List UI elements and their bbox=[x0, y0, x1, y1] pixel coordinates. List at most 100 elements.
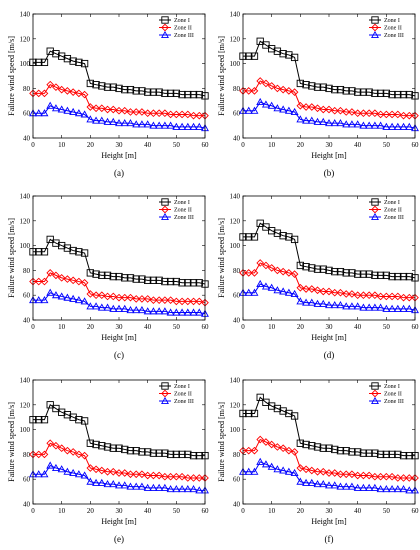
data-point bbox=[325, 481, 333, 489]
data-point bbox=[149, 307, 158, 315]
data-point bbox=[103, 443, 112, 451]
data-point bbox=[120, 106, 129, 115]
data-point bbox=[394, 272, 402, 281]
y-tick-label: 80 bbox=[23, 267, 31, 275]
data-point bbox=[80, 278, 89, 287]
y-tick-label: 60 bbox=[233, 110, 241, 118]
y-tick-label: 40 bbox=[233, 317, 241, 325]
data-point bbox=[393, 122, 402, 130]
x-tick-label: 50 bbox=[383, 141, 391, 149]
data-point bbox=[189, 111, 198, 120]
data-point bbox=[86, 269, 94, 277]
legend-marker bbox=[161, 396, 169, 405]
data-point bbox=[279, 50, 287, 58]
data-point bbox=[34, 89, 43, 98]
x-tick-label: 50 bbox=[173, 507, 181, 515]
data-point bbox=[244, 288, 253, 296]
data-point bbox=[370, 121, 379, 129]
data-point bbox=[195, 451, 203, 460]
data-point bbox=[178, 297, 186, 306]
data-point bbox=[371, 291, 379, 300]
data-point bbox=[115, 481, 123, 489]
data-point bbox=[115, 293, 123, 302]
data-point bbox=[183, 122, 192, 130]
data-point bbox=[342, 120, 351, 128]
data-point bbox=[115, 444, 123, 452]
data-point bbox=[120, 118, 129, 127]
data-point bbox=[144, 276, 152, 284]
data-point bbox=[284, 288, 293, 296]
x-tick-label: 60 bbox=[412, 323, 420, 331]
data-point bbox=[138, 108, 146, 116]
data-point bbox=[172, 450, 180, 459]
data-point bbox=[86, 79, 94, 88]
legend-label: Zone I bbox=[384, 18, 400, 24]
data-point bbox=[388, 472, 396, 481]
data-point bbox=[365, 121, 374, 129]
legend-marker bbox=[161, 382, 169, 390]
data-point bbox=[279, 85, 287, 94]
y-tick-label: 80 bbox=[233, 451, 241, 459]
data-point bbox=[342, 470, 351, 479]
data-point bbox=[143, 109, 152, 118]
data-point bbox=[250, 269, 259, 277]
data-point bbox=[126, 293, 135, 302]
data-point bbox=[262, 398, 270, 406]
y-tick-label: 120 bbox=[230, 217, 241, 225]
series-line bbox=[33, 404, 205, 457]
x-tick-label: 0 bbox=[31, 507, 35, 515]
x-tick-label: 60 bbox=[412, 507, 420, 515]
legend-label: Zone II bbox=[384, 26, 402, 32]
data-point bbox=[382, 484, 391, 493]
data-point bbox=[382, 122, 391, 130]
data-point bbox=[371, 271, 379, 280]
data-point bbox=[325, 266, 333, 275]
data-point bbox=[388, 90, 396, 99]
data-point bbox=[279, 105, 288, 113]
series-line bbox=[243, 396, 415, 457]
data-point bbox=[109, 467, 118, 476]
data-point bbox=[109, 304, 118, 312]
data-point bbox=[256, 393, 264, 402]
data-point bbox=[103, 271, 112, 280]
legend-marker bbox=[371, 205, 379, 214]
data-point bbox=[290, 53, 299, 62]
data-point bbox=[313, 83, 322, 91]
data-point bbox=[273, 47, 282, 55]
data-point bbox=[342, 269, 350, 277]
data-point bbox=[388, 110, 396, 119]
data-point bbox=[138, 448, 146, 456]
x-tick-label: 20 bbox=[87, 507, 95, 515]
x-tick-label: 10 bbox=[58, 323, 66, 331]
data-point bbox=[296, 297, 305, 305]
y-tick-label: 60 bbox=[23, 110, 31, 118]
data-point bbox=[342, 290, 351, 298]
data-point bbox=[382, 292, 391, 301]
data-point bbox=[40, 470, 49, 478]
data-point bbox=[86, 115, 95, 123]
data-point bbox=[103, 303, 112, 311]
data-point bbox=[325, 300, 333, 309]
data-point bbox=[58, 52, 66, 60]
data-point bbox=[302, 440, 310, 449]
data-point bbox=[319, 467, 328, 476]
y-tick-label: 40 bbox=[233, 135, 241, 143]
data-point bbox=[336, 447, 345, 455]
data-point bbox=[273, 266, 282, 275]
x-axis-label: Height [m] bbox=[311, 151, 347, 160]
data-point bbox=[365, 88, 373, 96]
data-point bbox=[63, 446, 72, 455]
data-point bbox=[149, 471, 158, 480]
data-point bbox=[244, 467, 253, 475]
y-tick-label: 60 bbox=[233, 292, 241, 300]
data-point bbox=[256, 37, 264, 45]
data-point bbox=[92, 440, 100, 449]
data-point bbox=[405, 474, 414, 482]
data-point bbox=[143, 295, 152, 303]
data-point bbox=[138, 470, 146, 479]
data-point bbox=[405, 90, 413, 99]
legend-marker bbox=[371, 389, 379, 398]
data-point bbox=[371, 89, 379, 98]
data-point bbox=[86, 477, 95, 485]
data-point bbox=[58, 241, 66, 250]
